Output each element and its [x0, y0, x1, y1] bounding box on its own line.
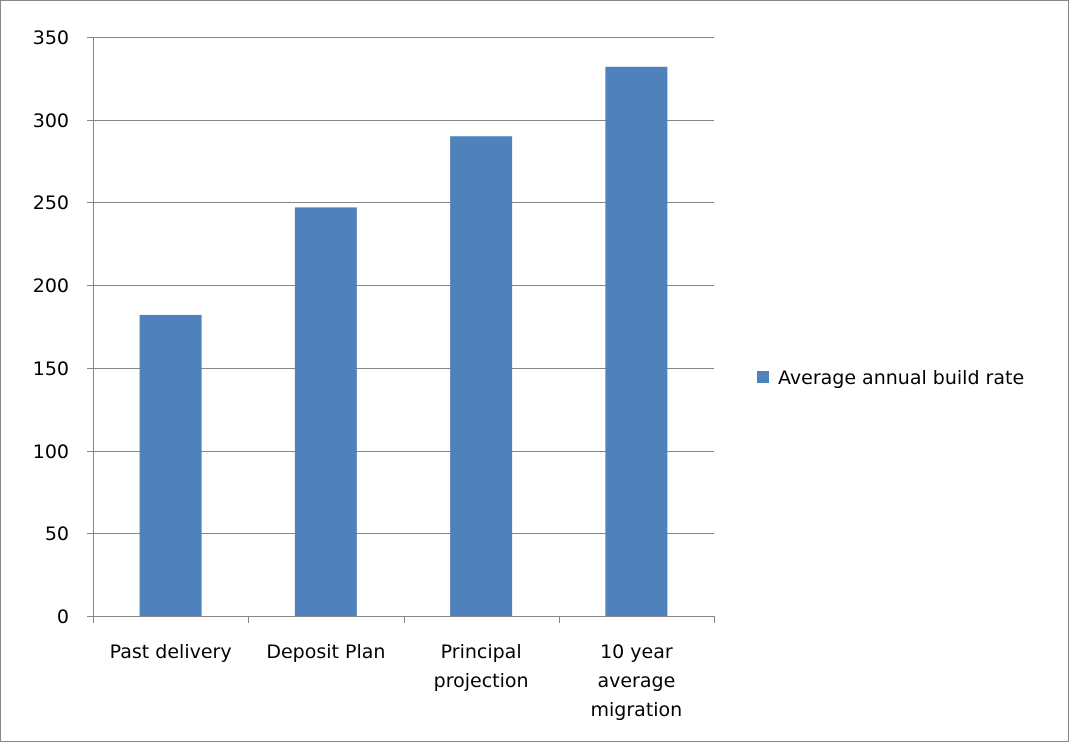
bar [450, 136, 513, 616]
bar [294, 207, 357, 617]
bar [139, 314, 202, 616]
y-tick-label: 150 [33, 358, 69, 380]
bar [605, 66, 668, 616]
y-tick-label: 0 [57, 606, 69, 628]
legend: Average annual build rate [757, 367, 1024, 389]
legend-swatch [757, 371, 769, 383]
x-category-label-line: average [597, 670, 675, 692]
x-category-label: Past delivery [110, 641, 232, 663]
y-tick-label: 300 [33, 110, 69, 132]
y-tick-label: 200 [33, 275, 69, 297]
bars [139, 66, 668, 617]
x-category-label-line: Deposit Plan [266, 641, 385, 663]
y-tick-label: 100 [33, 441, 69, 463]
y-tick-label: 350 [33, 27, 69, 49]
x-category-label-line: projection [434, 670, 529, 692]
y-tick-label: 250 [33, 192, 69, 214]
x-category-label: Principal projection [434, 641, 529, 692]
x-category-label: 10 year average migration [591, 641, 683, 721]
x-category-label-line: Past delivery [110, 641, 232, 663]
legend-label: Average annual build rate [778, 367, 1024, 389]
axes [87, 37, 715, 623]
x-category-label-line: Principal [441, 641, 522, 663]
x-category-label-line: 10 year [600, 641, 673, 663]
x-category-label-line: migration [591, 699, 683, 721]
y-tick-labels: 0 50 100 150 200 250 300 350 [33, 27, 69, 628]
y-tick-label: 50 [45, 523, 69, 545]
x-category-label: Deposit Plan [266, 641, 385, 663]
x-category-labels: Past delivery Deposit Plan Principal projec… [110, 641, 683, 721]
